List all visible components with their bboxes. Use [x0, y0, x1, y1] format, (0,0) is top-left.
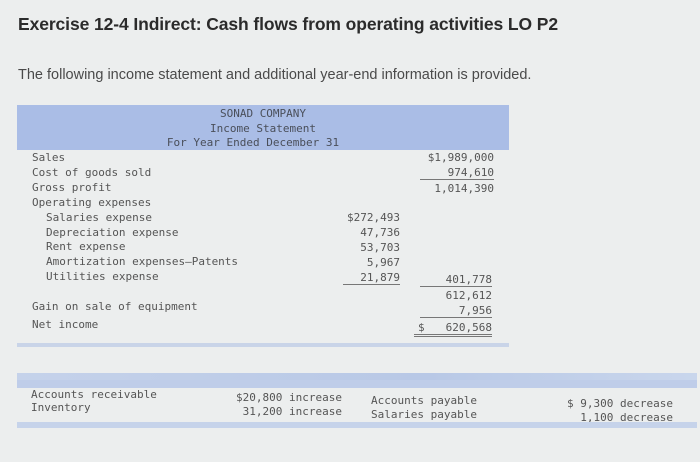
depreciation-expense-label: Depreciation expense	[46, 226, 179, 239]
depreciation-expense-amount: 47,736	[360, 226, 400, 239]
statement-period: For Year Ended December 31	[166, 136, 340, 149]
salaries-payable-value: 1,100 decrease	[580, 411, 673, 424]
salaries-expense-label: Salaries expense	[46, 211, 152, 224]
net-income-amount: $ 620,568	[414, 321, 492, 337]
utilities-expense-amount: 21,879	[343, 271, 400, 285]
gain-amount: 7,956	[420, 304, 492, 318]
amortization-expense-amount: 5,967	[366, 256, 400, 269]
accounts-payable-label: Accounts payable	[371, 394, 477, 407]
inventory-label: Inventory	[31, 401, 91, 414]
cogs-label: Cost of goods sold	[32, 166, 152, 179]
total-operating-expenses: 401,778	[420, 273, 492, 287]
accounts-receivable-label: Accounts receivable	[31, 388, 157, 401]
company-name: SONAD COMPANY	[219, 107, 307, 120]
sales-label: Sales	[32, 151, 66, 164]
salaries-expense-amount: $272,493	[347, 211, 400, 224]
statement-bottom-band	[17, 343, 509, 347]
accounts-payable-value: $ 9,300 decrease	[567, 397, 673, 410]
net-income-dollar-sign: $	[418, 321, 425, 334]
inventory-value: 31,200 increase	[242, 405, 342, 418]
sales-amount: $1,989,000	[427, 151, 494, 164]
gross-profit-amount: 1,014,390	[434, 182, 494, 195]
cogs-amount: 974,610	[420, 166, 494, 180]
exercise-title: Exercise 12-4 Indirect: Cash flows from …	[18, 14, 558, 34]
operating-expenses-label: Operating expenses	[32, 196, 152, 209]
statement-name: Income Statement	[210, 122, 316, 135]
net-income-label: Net income	[32, 318, 99, 331]
salaries-payable-label: Salaries payable	[371, 408, 477, 421]
accounts-receivable-value: $20,800 increase	[236, 391, 342, 404]
utilities-expense-label: Utilities expense	[46, 270, 159, 283]
additional-info-top-band-2	[17, 380, 697, 388]
additional-info-bottom-band	[17, 422, 697, 428]
income-before-gain: 612,612	[445, 289, 492, 302]
gross-profit-label: Gross profit	[32, 181, 112, 194]
intro-text: The following income statement and addit…	[18, 67, 532, 83]
net-income-value: 620,568	[445, 321, 492, 334]
statement-header: SONAD COMPANY Income Statement For Year …	[17, 105, 509, 150]
gain-label: Gain on sale of equipment	[32, 300, 198, 313]
amortization-expense-label: Amortization expenses—Patents	[46, 255, 239, 268]
rent-expense-label: Rent expense	[46, 240, 126, 253]
rent-expense-amount: 53,703	[360, 241, 400, 254]
